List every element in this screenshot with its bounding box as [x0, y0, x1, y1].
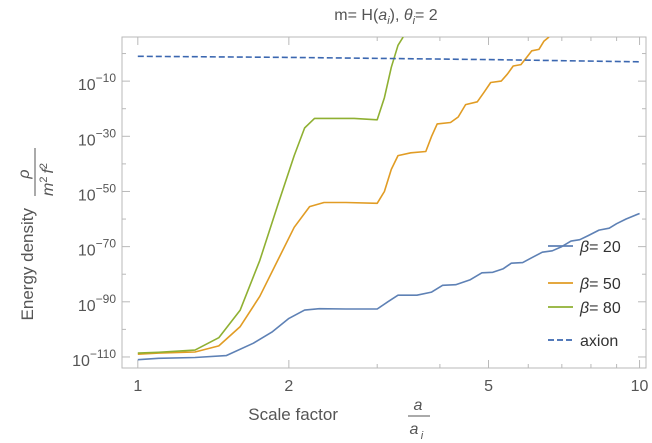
axis-tick-labels: 1 2 5 10 10−10 10−30 10−50 10−70 10−90 10−110 — [72, 71, 648, 395]
svg-text:m2f2: m2f2 — [38, 163, 57, 196]
x-tick-label-3: 10 — [631, 378, 649, 395]
svg-text:Scale factor: Scale factor — [248, 405, 338, 424]
series-line-1 — [137, 37, 550, 355]
series-line-2 — [137, 37, 404, 354]
x-tick-label-0: 1 — [133, 378, 142, 395]
y-axis-label: Energy density ρ m2f2 — [16, 148, 57, 320]
x-tick-label-2: 5 — [484, 378, 493, 395]
legend-label-3: axion — [580, 333, 618, 350]
series-line-3 — [137, 55, 640, 63]
svg-text:a: a — [410, 421, 419, 438]
x-axis-label: Scale factor a a i — [248, 397, 430, 442]
series-line-0 — [137, 212, 640, 361]
x-tick-label-1: 2 — [284, 378, 293, 395]
y-tick-label-2: 10−50 — [78, 181, 116, 204]
y-tick-label-5: 10−110 — [72, 347, 116, 370]
y-tick-label-1: 10−30 — [78, 126, 116, 149]
legend: β= 20 β= 50 β= 80 axion — [548, 239, 621, 350]
series-layer — [137, 37, 640, 361]
y-tick-label-4: 10−90 — [78, 292, 116, 315]
svg-text:ρ: ρ — [16, 169, 33, 179]
svg-text:a: a — [414, 397, 423, 414]
axis-ticks — [122, 37, 646, 368]
svg-text:Energy density: Energy density — [18, 208, 37, 321]
plot-frame — [121, 36, 647, 369]
y-tick-label-3: 10−70 — [78, 237, 116, 260]
legend-label-2: β= 80 — [579, 300, 621, 317]
y-tick-label-0: 10−10 — [78, 71, 116, 94]
svg-text:i: i — [421, 430, 424, 442]
chart-title: m= H(ai), θi= 2 — [334, 7, 438, 27]
legend-label-1: β= 50 — [579, 276, 621, 293]
legend-label-0: β= 20 — [579, 239, 621, 256]
